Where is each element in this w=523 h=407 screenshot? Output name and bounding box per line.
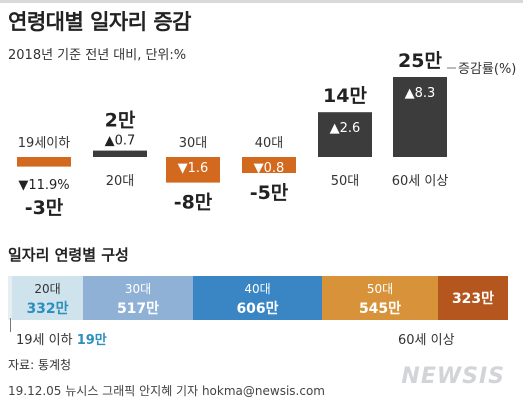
category-label-4: 40대 — [255, 136, 284, 151]
credit-line: 19.12.05 뉴시스 그래픽 안지혜 기자 hokma@newsis.com — [8, 384, 325, 398]
rate-label-5: ▲2.6 — [330, 121, 361, 136]
segment-label: 30대 — [124, 282, 152, 296]
segment-3: 40대 606만 — [193, 276, 322, 320]
segment-label: 20대 — [34, 282, 61, 296]
segment-1: 20대 332만 — [12, 276, 83, 320]
top-strip — [0, 0, 523, 3]
segment-value: 332만 — [26, 301, 69, 317]
rate-label-1: ▼11.9% — [18, 178, 69, 193]
segment-label: 50대 — [366, 282, 394, 296]
segment-value: 517만 — [116, 301, 160, 317]
teen-value: 19만 — [76, 333, 107, 348]
rate-label-6: ▲8.3 — [405, 86, 436, 101]
bar-4 — [242, 157, 296, 173]
segment-2: 30대 517만 — [83, 276, 193, 320]
segment-label: 40대 — [244, 282, 271, 296]
segment-19-under — [8, 276, 12, 320]
segment-value: 323만 — [451, 291, 495, 307]
bar-1 — [17, 157, 71, 167]
chart-subtitle: 2018년 기준 전년 대비, 단위:% — [8, 48, 187, 63]
source-note: 자료: 통계청 — [8, 358, 72, 372]
teen-leader-line — [10, 318, 11, 332]
bar-3 — [166, 157, 220, 183]
bar-5 — [318, 112, 372, 157]
value-label-1: -3만 — [25, 197, 64, 219]
category-label-3: 30대 — [179, 136, 208, 151]
rate-label-3: ▼1.6 — [178, 161, 209, 176]
rate-label-2: ▲0.7 — [105, 134, 136, 149]
age-change-bar-chart: ▼11.9% -3만 19세이하 ▲0.7 2만 20대 ▼1.6 -8만 30대 ▼0.8 -5만… — [17, 50, 516, 219]
value-label-2: 2만 — [105, 110, 136, 132]
category-label-2: 20대 — [106, 174, 135, 189]
composition-stacked-bar: 20대 332만 30대 517만 40대 606만 50대 545만 323만 — [8, 276, 508, 320]
value-label-6: 25만 — [398, 50, 442, 72]
segment-4: 50대 545만 — [322, 276, 438, 320]
bar-2 — [93, 150, 147, 157]
teen-label: 19세 이하 — [16, 333, 73, 348]
category-label-6: 60세 이상 — [392, 174, 449, 189]
value-label-4: -5만 — [250, 182, 289, 204]
teen-caption: 19세 이하 19만 — [16, 329, 107, 348]
segment-value: 606만 — [236, 301, 279, 317]
chart-title: 연령대별 일자리 증감 — [8, 10, 192, 34]
bar-6 — [393, 77, 447, 157]
segment-5: 323만 — [438, 276, 508, 320]
rate-label-4: ▼0.8 — [254, 161, 285, 176]
rate-legend: 증감률(%) — [458, 62, 516, 77]
value-label-5: 14만 — [323, 85, 367, 107]
category-label-5: 50대 — [331, 174, 360, 189]
category-label-1: 19세이하 — [18, 136, 70, 151]
segment-value: 545만 — [358, 301, 402, 317]
newsis-logo: NEWSIS — [401, 364, 505, 389]
composition-title: 일자리 연령별 구성 — [8, 246, 129, 264]
sixty-plus-caption: 60세 이상 — [398, 333, 455, 348]
value-label-3: -8만 — [174, 192, 213, 214]
